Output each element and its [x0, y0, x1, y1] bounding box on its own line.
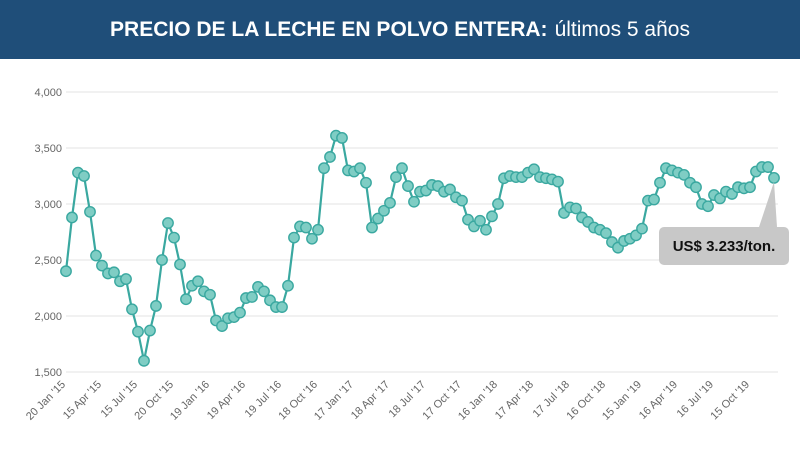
data-point [258, 285, 270, 298]
data-point [60, 265, 72, 278]
data-point [66, 211, 78, 224]
data-point [384, 196, 396, 209]
data-point [396, 162, 408, 175]
data-point [306, 232, 318, 245]
data-point [78, 170, 90, 182]
callout-pointer [759, 181, 777, 227]
data-point [300, 221, 312, 234]
data-point [192, 275, 204, 288]
price-callout: US$ 3.233/ton. [659, 181, 789, 265]
x-tick-label: 16 Apr '19 [637, 379, 680, 422]
data-point [174, 258, 186, 271]
y-tick-label: 3,500 [34, 143, 62, 155]
data-point [150, 300, 162, 312]
data-point [528, 163, 540, 176]
x-tick-label: 17 Apr '18 [493, 379, 536, 422]
data-point [444, 183, 456, 196]
data-point [288, 231, 300, 244]
y-axis-ticks: 1,500 2,000 2,500 3,000 3,500 4,000 [34, 87, 62, 379]
data-point [138, 354, 150, 367]
data-point [120, 273, 132, 285]
data-point [372, 212, 384, 225]
gridlines [66, 91, 778, 373]
data-point [474, 214, 486, 227]
data-point [126, 303, 138, 316]
data-point [702, 200, 714, 213]
data-point [762, 161, 774, 173]
x-tick-label: 19 Apr '16 [205, 379, 248, 422]
x-tick-label: 17 Jan '17 [312, 379, 356, 423]
data-point [108, 266, 120, 279]
data-point [84, 205, 96, 218]
data-point [378, 204, 390, 217]
data-point [570, 202, 582, 215]
x-tick-label: 16 Jan '18 [456, 379, 500, 423]
data-point [486, 210, 498, 223]
y-tick-label: 2,500 [34, 255, 62, 267]
x-tick-label: 15 Apr '15 [61, 379, 104, 422]
data-point [204, 288, 216, 301]
x-tick-label: 19 Jan '16 [168, 379, 212, 423]
data-point [162, 217, 174, 229]
data-point [552, 175, 564, 188]
y-tick-label: 3,000 [34, 199, 62, 211]
data-point [366, 221, 378, 234]
x-tick-label: 18 Apr '17 [349, 379, 392, 422]
chart-title-rest: últimos 5 años [554, 17, 690, 41]
data-point [654, 176, 666, 189]
data-point [456, 194, 468, 207]
y-tick-label: 1,500 [34, 367, 62, 379]
y-tick-label: 2,000 [34, 311, 62, 323]
data-point [156, 254, 168, 266]
data-point [168, 231, 180, 244]
data-point [600, 227, 612, 240]
data-point [360, 176, 372, 189]
data-point [636, 222, 648, 235]
chart-title-bar: PRECIO DE LA LECHE EN POLVO ENTERA: últi… [0, 0, 800, 59]
callout-text: US$ 3.233/ton. [673, 238, 776, 255]
price-line-chart: 1,500 2,000 2,500 3,000 3,500 4,000 20 Jan '1… [24, 87, 789, 423]
y-tick-label: 4,000 [34, 87, 62, 99]
series-group [60, 129, 780, 367]
data-point [180, 293, 192, 306]
data-point [144, 324, 156, 337]
data-point [282, 279, 294, 292]
data-point [648, 193, 660, 206]
data-point [744, 181, 756, 194]
data-point [390, 171, 402, 184]
data-point [246, 291, 258, 303]
data-point [402, 180, 414, 192]
data-point [312, 223, 324, 236]
data-point [216, 320, 228, 332]
data-point [234, 306, 246, 319]
data-point [492, 198, 504, 210]
data-point [480, 223, 492, 236]
chart-title-bold: PRECIO DE LA LECHE EN POLVO ENTERA: [110, 17, 548, 41]
data-point [90, 249, 102, 262]
x-tick-label: 15 Oct '19 [708, 379, 752, 423]
data-point [324, 151, 336, 163]
data-point [354, 162, 366, 175]
data-point [276, 301, 288, 313]
data-point [318, 162, 330, 175]
data-point [336, 132, 348, 144]
data-point [408, 195, 420, 208]
x-tick-label: 15 Jan '19 [600, 379, 644, 423]
data-point [768, 172, 780, 184]
x-tick-label: 20 Jan '15 [24, 379, 68, 423]
callout-box [659, 227, 789, 265]
data-point [678, 168, 690, 181]
data-point [132, 325, 144, 338]
data-point [690, 181, 702, 194]
data-point [96, 259, 108, 272]
